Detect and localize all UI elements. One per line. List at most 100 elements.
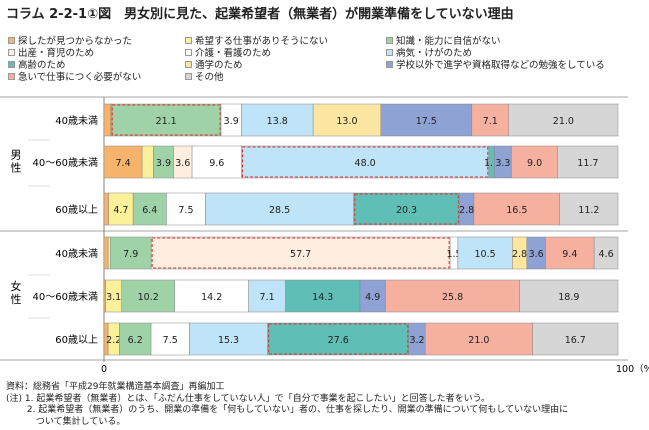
legend-swatch [386, 48, 393, 56]
data-label: 11.2 [578, 205, 599, 216]
legend-label: 知識・能力に自信がない [396, 36, 501, 47]
bar-segment [108, 192, 134, 226]
legend-swatch [386, 36, 393, 44]
data-label: 3.9 [224, 116, 239, 127]
data-label: 7.1 [483, 116, 498, 127]
bar-segment [532, 322, 619, 356]
legend-item: 希望する仕事がありそうにない [185, 33, 328, 47]
data-label: 4.9 [365, 292, 380, 303]
x-tick-label: 0 [101, 364, 107, 375]
legend-item: 介護・看護のため [185, 45, 271, 59]
data-label: 10.2 [138, 292, 159, 303]
highlight-box [242, 146, 489, 178]
legend-label: 希望する仕事がありそうにない [195, 36, 329, 47]
highlight-box [151, 237, 450, 269]
category-label: 40～60歳未満 [33, 157, 98, 169]
bar-segment [473, 192, 560, 226]
data-label: 16.7 [565, 335, 586, 346]
data-label: 9.6 [209, 158, 224, 169]
data-label: 28.5 [269, 205, 290, 216]
data-label: 3.9 [156, 158, 171, 169]
data-label: 27.6 [328, 335, 349, 346]
legend-swatch [185, 60, 192, 68]
bar-segment [457, 236, 513, 270]
data-label: 18.9 [558, 292, 579, 303]
data-label: 2.2 [106, 335, 121, 346]
legend: 探したが見つからなかった 希望する仕事がありそうにない 知識・能力に自信がない出産・… [8, 33, 644, 83]
bar-segment [519, 279, 619, 313]
legend-item: 高齢のため [8, 57, 66, 71]
data-label: 10.5 [475, 249, 496, 260]
bar-segment [285, 279, 361, 313]
data-label: 14.3 [312, 292, 333, 303]
legend-label: 探したが見つからなかった [18, 36, 133, 47]
legend-label: 介護・看護のため [195, 48, 272, 59]
data-label: 7.9 [123, 249, 138, 260]
legend-label: 急いで仕事につく必要がない [18, 72, 142, 83]
group-label: 女 [11, 279, 22, 293]
data-label: 2.8 [459, 205, 474, 216]
bar-segment [559, 192, 619, 226]
data-label: 21.0 [553, 116, 574, 127]
note-source: 資料：総務省「平成29年就業構造基本調査」再編加工 [6, 382, 225, 392]
bar-segment [267, 322, 410, 356]
bar-segment [121, 279, 176, 313]
highlight-box [354, 193, 459, 225]
data-label: 7.4 [116, 158, 131, 169]
legend-swatch [185, 72, 192, 80]
legend-label: 病気・けがのため [396, 48, 473, 59]
legend-swatch [185, 36, 192, 44]
note-2-cont: ついて集計している。 [6, 416, 126, 427]
data-label: 16.5 [506, 205, 527, 216]
bar-segment [103, 103, 112, 137]
bar-segment [241, 103, 314, 137]
data-label: 3.6 [175, 158, 190, 169]
bar-segment [111, 103, 222, 137]
legend-label: その他 [195, 72, 224, 83]
legend-swatch [8, 36, 15, 44]
legend-item: 通学のため [185, 57, 243, 71]
bar-segment [150, 236, 451, 270]
bar-segment [424, 322, 533, 356]
data-label: 21.1 [156, 116, 177, 127]
legend-item: 学校以外で進学や資格取得などの勉強をしている [386, 57, 605, 71]
notes: 資料：総務省「平成29年就業構造基本調査」再編加工 (注) 1. 起業希望者（無… [6, 382, 568, 428]
data-label: 15.3 [218, 335, 239, 346]
legend-label: 通学のため [195, 60, 243, 71]
bar-segment [109, 236, 152, 270]
data-label: 7.1 [260, 292, 275, 303]
data-label: 57.7 [290, 249, 311, 260]
legend-item: 急いで仕事につく必要がない [8, 69, 141, 83]
data-label: 1.1 [484, 158, 499, 169]
bar-segment [471, 103, 509, 137]
bar-segment [103, 145, 143, 179]
bar-segment [508, 103, 619, 137]
data-label: 3.1 [106, 292, 121, 303]
bar-segment [241, 145, 489, 179]
data-label: 11.7 [577, 158, 598, 169]
bar-segment [150, 322, 190, 356]
data-label: 21.0 [468, 335, 489, 346]
legend-label: 高齢のため [18, 60, 66, 71]
data-label: 6.2 [128, 335, 143, 346]
data-label: 3.3 [495, 158, 510, 169]
note-1: (注) 1. 起業希望者（無業者）とは、「ふだん仕事をしていない人」で「自分で事… [6, 393, 491, 404]
data-label: 13.0 [336, 116, 357, 127]
category-label: 60歳以上 [55, 204, 98, 216]
data-label: 9.0 [527, 158, 542, 169]
bar-segment [107, 236, 111, 270]
bar-segment [511, 145, 558, 179]
bar-segment [385, 279, 520, 313]
bar-segment [189, 322, 268, 356]
legend-label: 出産・育児のため [18, 48, 95, 59]
group-label: 男 [11, 149, 22, 162]
group-label: 性 [11, 292, 22, 306]
bar-segment [205, 192, 354, 226]
category-label: 40歳未満 [55, 115, 98, 127]
bar-segment [353, 192, 460, 226]
data-label: 25.8 [442, 292, 463, 303]
bar-segment [557, 145, 619, 179]
data-label: 14.2 [201, 292, 222, 303]
bar-segment [191, 145, 242, 179]
